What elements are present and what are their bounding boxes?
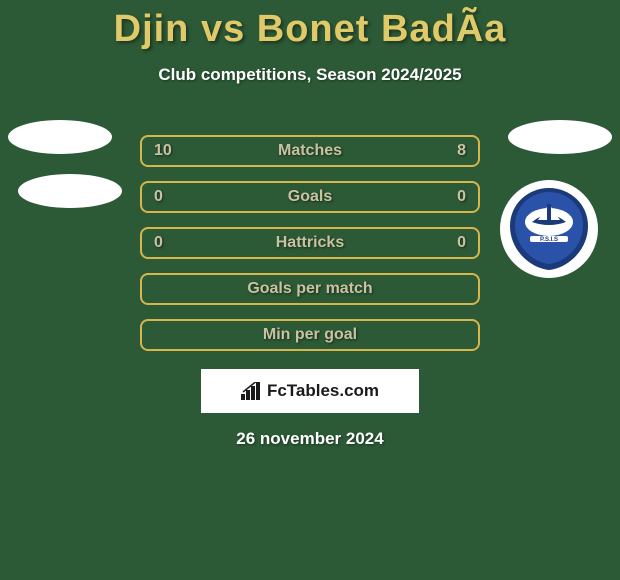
stat-value-left: 0	[154, 234, 163, 252]
stat-row: 0 Hattricks 0	[140, 227, 480, 259]
stat-value-left: 0	[154, 188, 163, 206]
player-left-avatar-2	[18, 174, 122, 208]
branding-text: FcTables.com	[267, 381, 379, 401]
stat-label: Goals	[288, 188, 332, 206]
stat-value-right: 0	[457, 188, 466, 206]
stat-label: Goals per match	[247, 280, 372, 298]
player-left-avatar-1	[8, 120, 112, 154]
stat-value-left: 10	[154, 142, 172, 160]
stat-row: Min per goal	[140, 319, 480, 351]
footer-date: 26 november 2024	[0, 429, 620, 449]
stat-value-right: 0	[457, 234, 466, 252]
stat-row: Goals per match	[140, 273, 480, 305]
stat-row: 10 Matches 8	[140, 135, 480, 167]
club-badge: P.S.I.S	[500, 180, 598, 278]
stat-label: Min per goal	[263, 326, 357, 344]
stat-value-right: 8	[457, 142, 466, 160]
page-title: Djin vs Bonet BadÃa	[0, 0, 620, 51]
subtitle: Club competitions, Season 2024/2025	[0, 65, 620, 85]
stat-label: Hattricks	[276, 234, 344, 252]
chart-icon	[241, 382, 263, 400]
branding-box: FcTables.com	[201, 369, 419, 413]
club-badge-text: P.S.I.S	[540, 237, 558, 243]
player-right-avatar	[508, 120, 612, 154]
stat-row: 0 Goals 0	[140, 181, 480, 213]
club-badge-icon: P.S.I.S	[504, 184, 594, 274]
stat-label: Matches	[278, 142, 342, 160]
